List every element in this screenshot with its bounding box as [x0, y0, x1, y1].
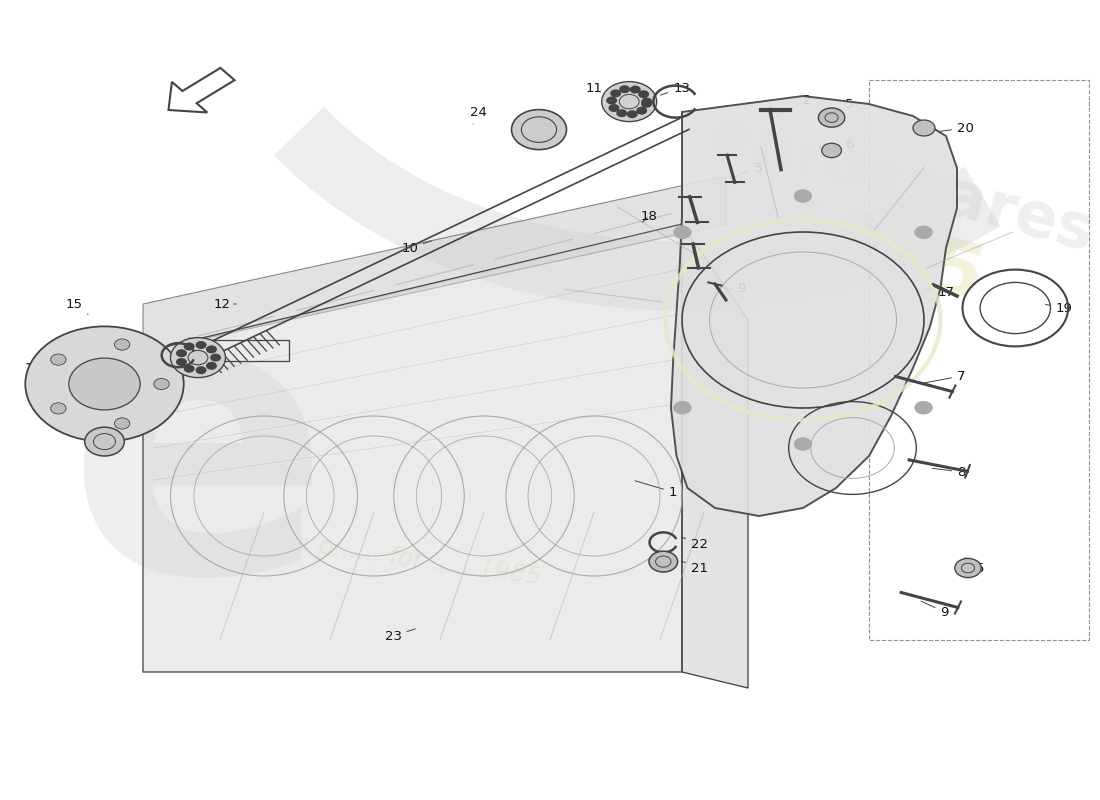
- Circle shape: [114, 339, 130, 350]
- Text: 1: 1: [635, 481, 678, 498]
- Circle shape: [636, 106, 647, 114]
- Text: 3: 3: [728, 162, 762, 179]
- Text: 12: 12: [214, 298, 236, 310]
- Circle shape: [154, 378, 169, 390]
- Circle shape: [170, 338, 226, 378]
- Text: 19: 19: [1045, 302, 1072, 314]
- Text: 16: 16: [25, 362, 52, 374]
- Circle shape: [822, 143, 842, 158]
- Circle shape: [114, 418, 130, 429]
- Text: eurospares: eurospares: [703, 104, 1100, 264]
- Circle shape: [629, 86, 640, 94]
- Circle shape: [206, 346, 217, 354]
- Text: 17: 17: [926, 286, 954, 298]
- Text: 18: 18: [641, 210, 658, 222]
- Circle shape: [818, 108, 845, 127]
- Text: 9: 9: [713, 282, 746, 294]
- Circle shape: [794, 190, 812, 202]
- Circle shape: [176, 350, 187, 358]
- Circle shape: [210, 354, 221, 362]
- Circle shape: [641, 98, 652, 106]
- Polygon shape: [168, 68, 234, 113]
- Circle shape: [913, 120, 935, 136]
- Text: 9: 9: [921, 601, 949, 618]
- Text: 7: 7: [921, 370, 966, 383]
- Text: 15: 15: [66, 298, 88, 314]
- Circle shape: [25, 326, 184, 442]
- Circle shape: [512, 110, 566, 150]
- Text: 1985: 1985: [768, 193, 992, 319]
- Text: 23: 23: [385, 629, 416, 642]
- Circle shape: [610, 90, 621, 98]
- Circle shape: [51, 402, 66, 414]
- Text: 24: 24: [471, 106, 487, 124]
- Circle shape: [638, 90, 649, 98]
- Circle shape: [616, 110, 627, 118]
- Text: 5: 5: [833, 98, 854, 114]
- Text: e: e: [66, 275, 330, 653]
- Text: 2: 2: [778, 94, 812, 114]
- Circle shape: [184, 365, 195, 373]
- Text: 20: 20: [938, 122, 974, 134]
- Circle shape: [51, 354, 66, 366]
- Circle shape: [602, 82, 657, 122]
- Text: 5: 5: [965, 558, 985, 574]
- Circle shape: [627, 110, 638, 118]
- Circle shape: [606, 97, 617, 105]
- Circle shape: [649, 551, 678, 572]
- Polygon shape: [671, 96, 957, 516]
- Text: 22: 22: [681, 537, 707, 550]
- Circle shape: [206, 362, 217, 370]
- Circle shape: [955, 558, 981, 578]
- Circle shape: [794, 438, 812, 450]
- Circle shape: [673, 402, 691, 414]
- Polygon shape: [682, 224, 748, 688]
- Text: 10: 10: [402, 241, 432, 254]
- Text: a p...... for ......1985: a p...... for ......1985: [293, 530, 543, 590]
- Circle shape: [915, 226, 933, 238]
- Circle shape: [85, 427, 124, 456]
- Circle shape: [641, 100, 652, 108]
- Circle shape: [673, 226, 691, 238]
- Text: 6: 6: [833, 138, 854, 151]
- Circle shape: [69, 358, 140, 410]
- Circle shape: [619, 86, 630, 94]
- Text: 14: 14: [180, 338, 198, 354]
- Text: 8: 8: [933, 466, 966, 478]
- Circle shape: [184, 342, 195, 350]
- Circle shape: [176, 358, 187, 366]
- Text: 21: 21: [681, 561, 707, 574]
- Text: 11: 11: [586, 82, 612, 95]
- Circle shape: [915, 402, 933, 414]
- Circle shape: [608, 104, 619, 112]
- Circle shape: [196, 366, 207, 374]
- Polygon shape: [143, 224, 682, 672]
- Circle shape: [196, 341, 207, 349]
- Polygon shape: [143, 176, 726, 352]
- Text: 13: 13: [660, 82, 690, 95]
